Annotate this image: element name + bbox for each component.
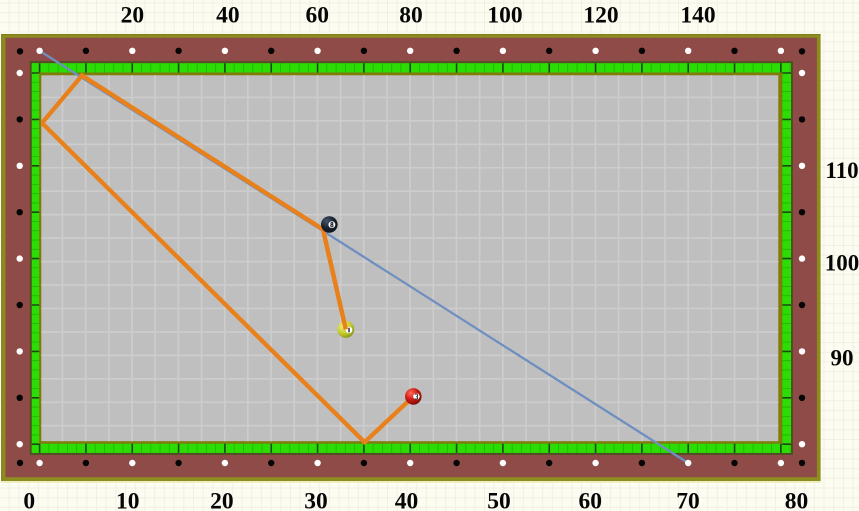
svg-text:90: 90 xyxy=(831,346,854,371)
svg-text:60: 60 xyxy=(578,489,602,511)
svg-text:20: 20 xyxy=(121,2,145,28)
svg-text:80: 80 xyxy=(785,489,809,511)
svg-text:40: 40 xyxy=(216,2,240,28)
svg-text:120: 120 xyxy=(583,2,618,28)
svg-text:110: 110 xyxy=(825,158,858,183)
svg-text:100: 100 xyxy=(825,251,859,276)
svg-text:0: 0 xyxy=(23,489,35,511)
svg-text:30: 30 xyxy=(304,489,328,511)
svg-text:70: 70 xyxy=(676,489,700,511)
svg-text:40: 40 xyxy=(395,489,419,511)
svg-text:100: 100 xyxy=(487,2,522,28)
svg-text:80: 80 xyxy=(399,2,423,28)
svg-text:50: 50 xyxy=(487,489,511,511)
svg-text:20: 20 xyxy=(210,489,234,511)
svg-text:10: 10 xyxy=(116,489,140,511)
svg-text:60: 60 xyxy=(306,2,330,28)
svg-text:140: 140 xyxy=(680,2,715,28)
